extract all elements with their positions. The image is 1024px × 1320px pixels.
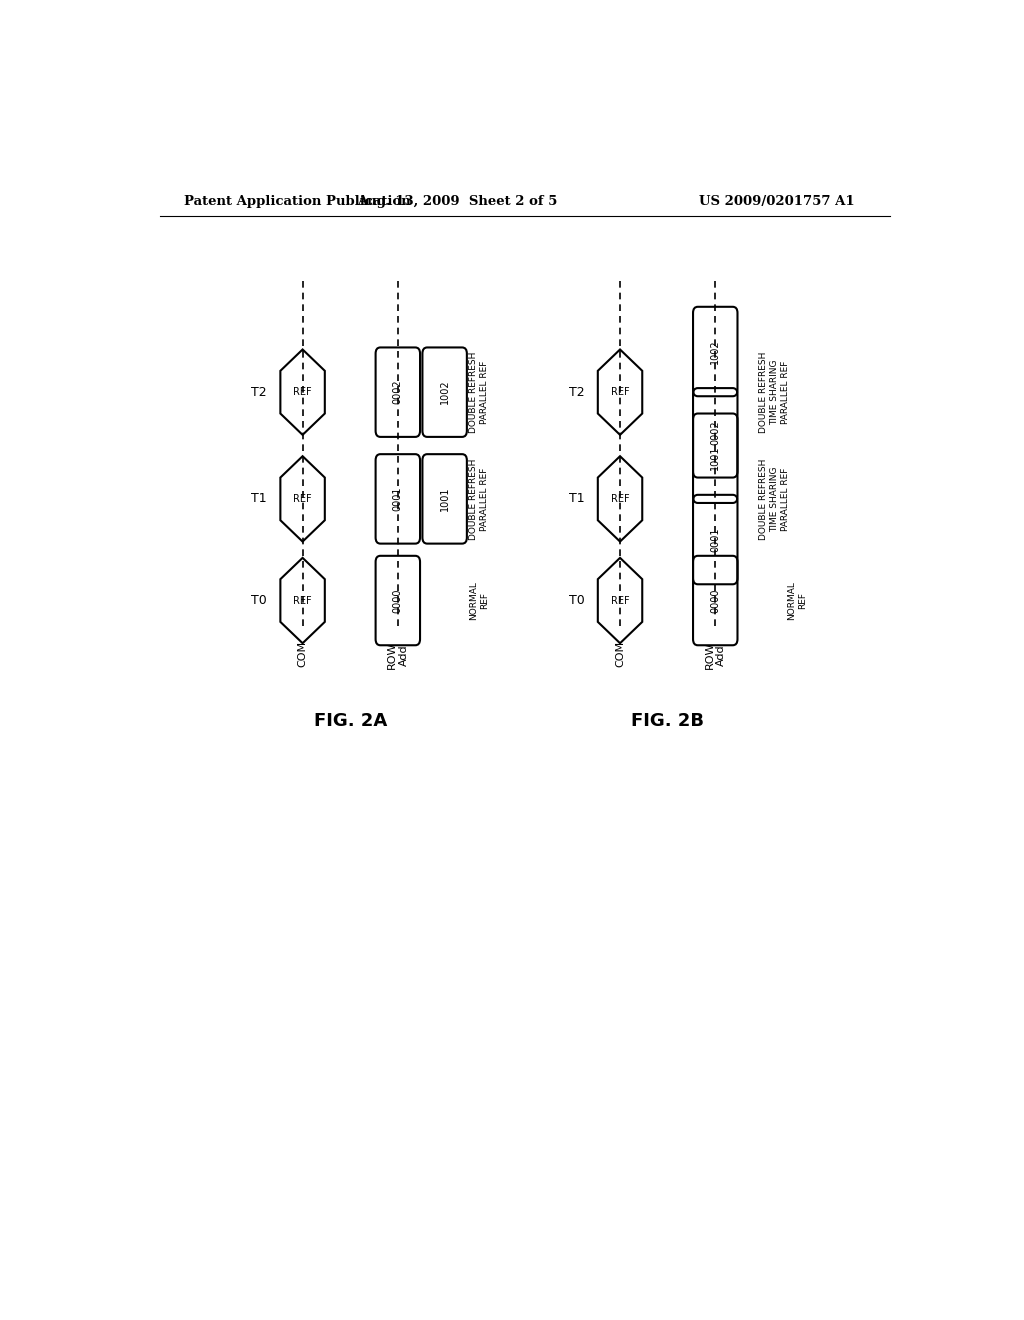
Text: US 2009/0201757 A1: US 2009/0201757 A1 <box>699 194 855 207</box>
Text: ROW
Add: ROW Add <box>387 642 409 669</box>
Text: Patent Application Publication: Patent Application Publication <box>183 194 411 207</box>
Text: T0: T0 <box>251 594 267 607</box>
Text: 0001: 0001 <box>711 527 720 552</box>
Text: 0000: 0000 <box>393 589 402 612</box>
Text: T0: T0 <box>568 594 585 607</box>
Text: 1002: 1002 <box>711 339 720 364</box>
Text: FIG. 2B: FIG. 2B <box>631 713 705 730</box>
Text: 0000: 0000 <box>711 589 720 612</box>
Text: DOUBLE REFRESH
PARALLEL REF: DOUBLE REFRESH PARALLEL REF <box>469 458 489 540</box>
Text: REF: REF <box>610 387 630 397</box>
Text: REF: REF <box>610 595 630 606</box>
Text: NORMAL
REF: NORMAL REF <box>469 581 489 620</box>
Text: 0002: 0002 <box>393 380 402 404</box>
Text: 1001: 1001 <box>439 487 450 511</box>
Text: 1002: 1002 <box>439 380 450 404</box>
Text: DOUBLE REFRESH
PARALLEL REF: DOUBLE REFRESH PARALLEL REF <box>469 351 489 433</box>
Text: 0001: 0001 <box>393 487 402 511</box>
Text: REF: REF <box>293 595 312 606</box>
Text: T2: T2 <box>251 385 267 399</box>
Text: T2: T2 <box>568 385 585 399</box>
Text: 1001: 1001 <box>711 446 720 470</box>
Text: REF: REF <box>293 494 312 504</box>
Text: REF: REF <box>610 494 630 504</box>
Text: COM: COM <box>298 642 307 668</box>
Text: 0002: 0002 <box>711 421 720 445</box>
Text: NORMAL
REF: NORMAL REF <box>786 581 807 620</box>
Text: REF: REF <box>293 387 312 397</box>
Text: T1: T1 <box>251 492 267 506</box>
Text: Aug. 13, 2009  Sheet 2 of 5: Aug. 13, 2009 Sheet 2 of 5 <box>357 194 557 207</box>
Text: FIG. 2A: FIG. 2A <box>313 713 387 730</box>
Text: DOUBLE REFRESH
TIME SHARING
PARALLEL REF: DOUBLE REFRESH TIME SHARING PARALLEL REF <box>759 351 791 433</box>
Text: COM: COM <box>615 642 625 668</box>
Text: ROW
Add: ROW Add <box>705 642 726 669</box>
Text: T1: T1 <box>568 492 585 506</box>
Text: DOUBLE REFRESH
TIME SHARING
PARALLEL REF: DOUBLE REFRESH TIME SHARING PARALLEL REF <box>759 458 791 540</box>
